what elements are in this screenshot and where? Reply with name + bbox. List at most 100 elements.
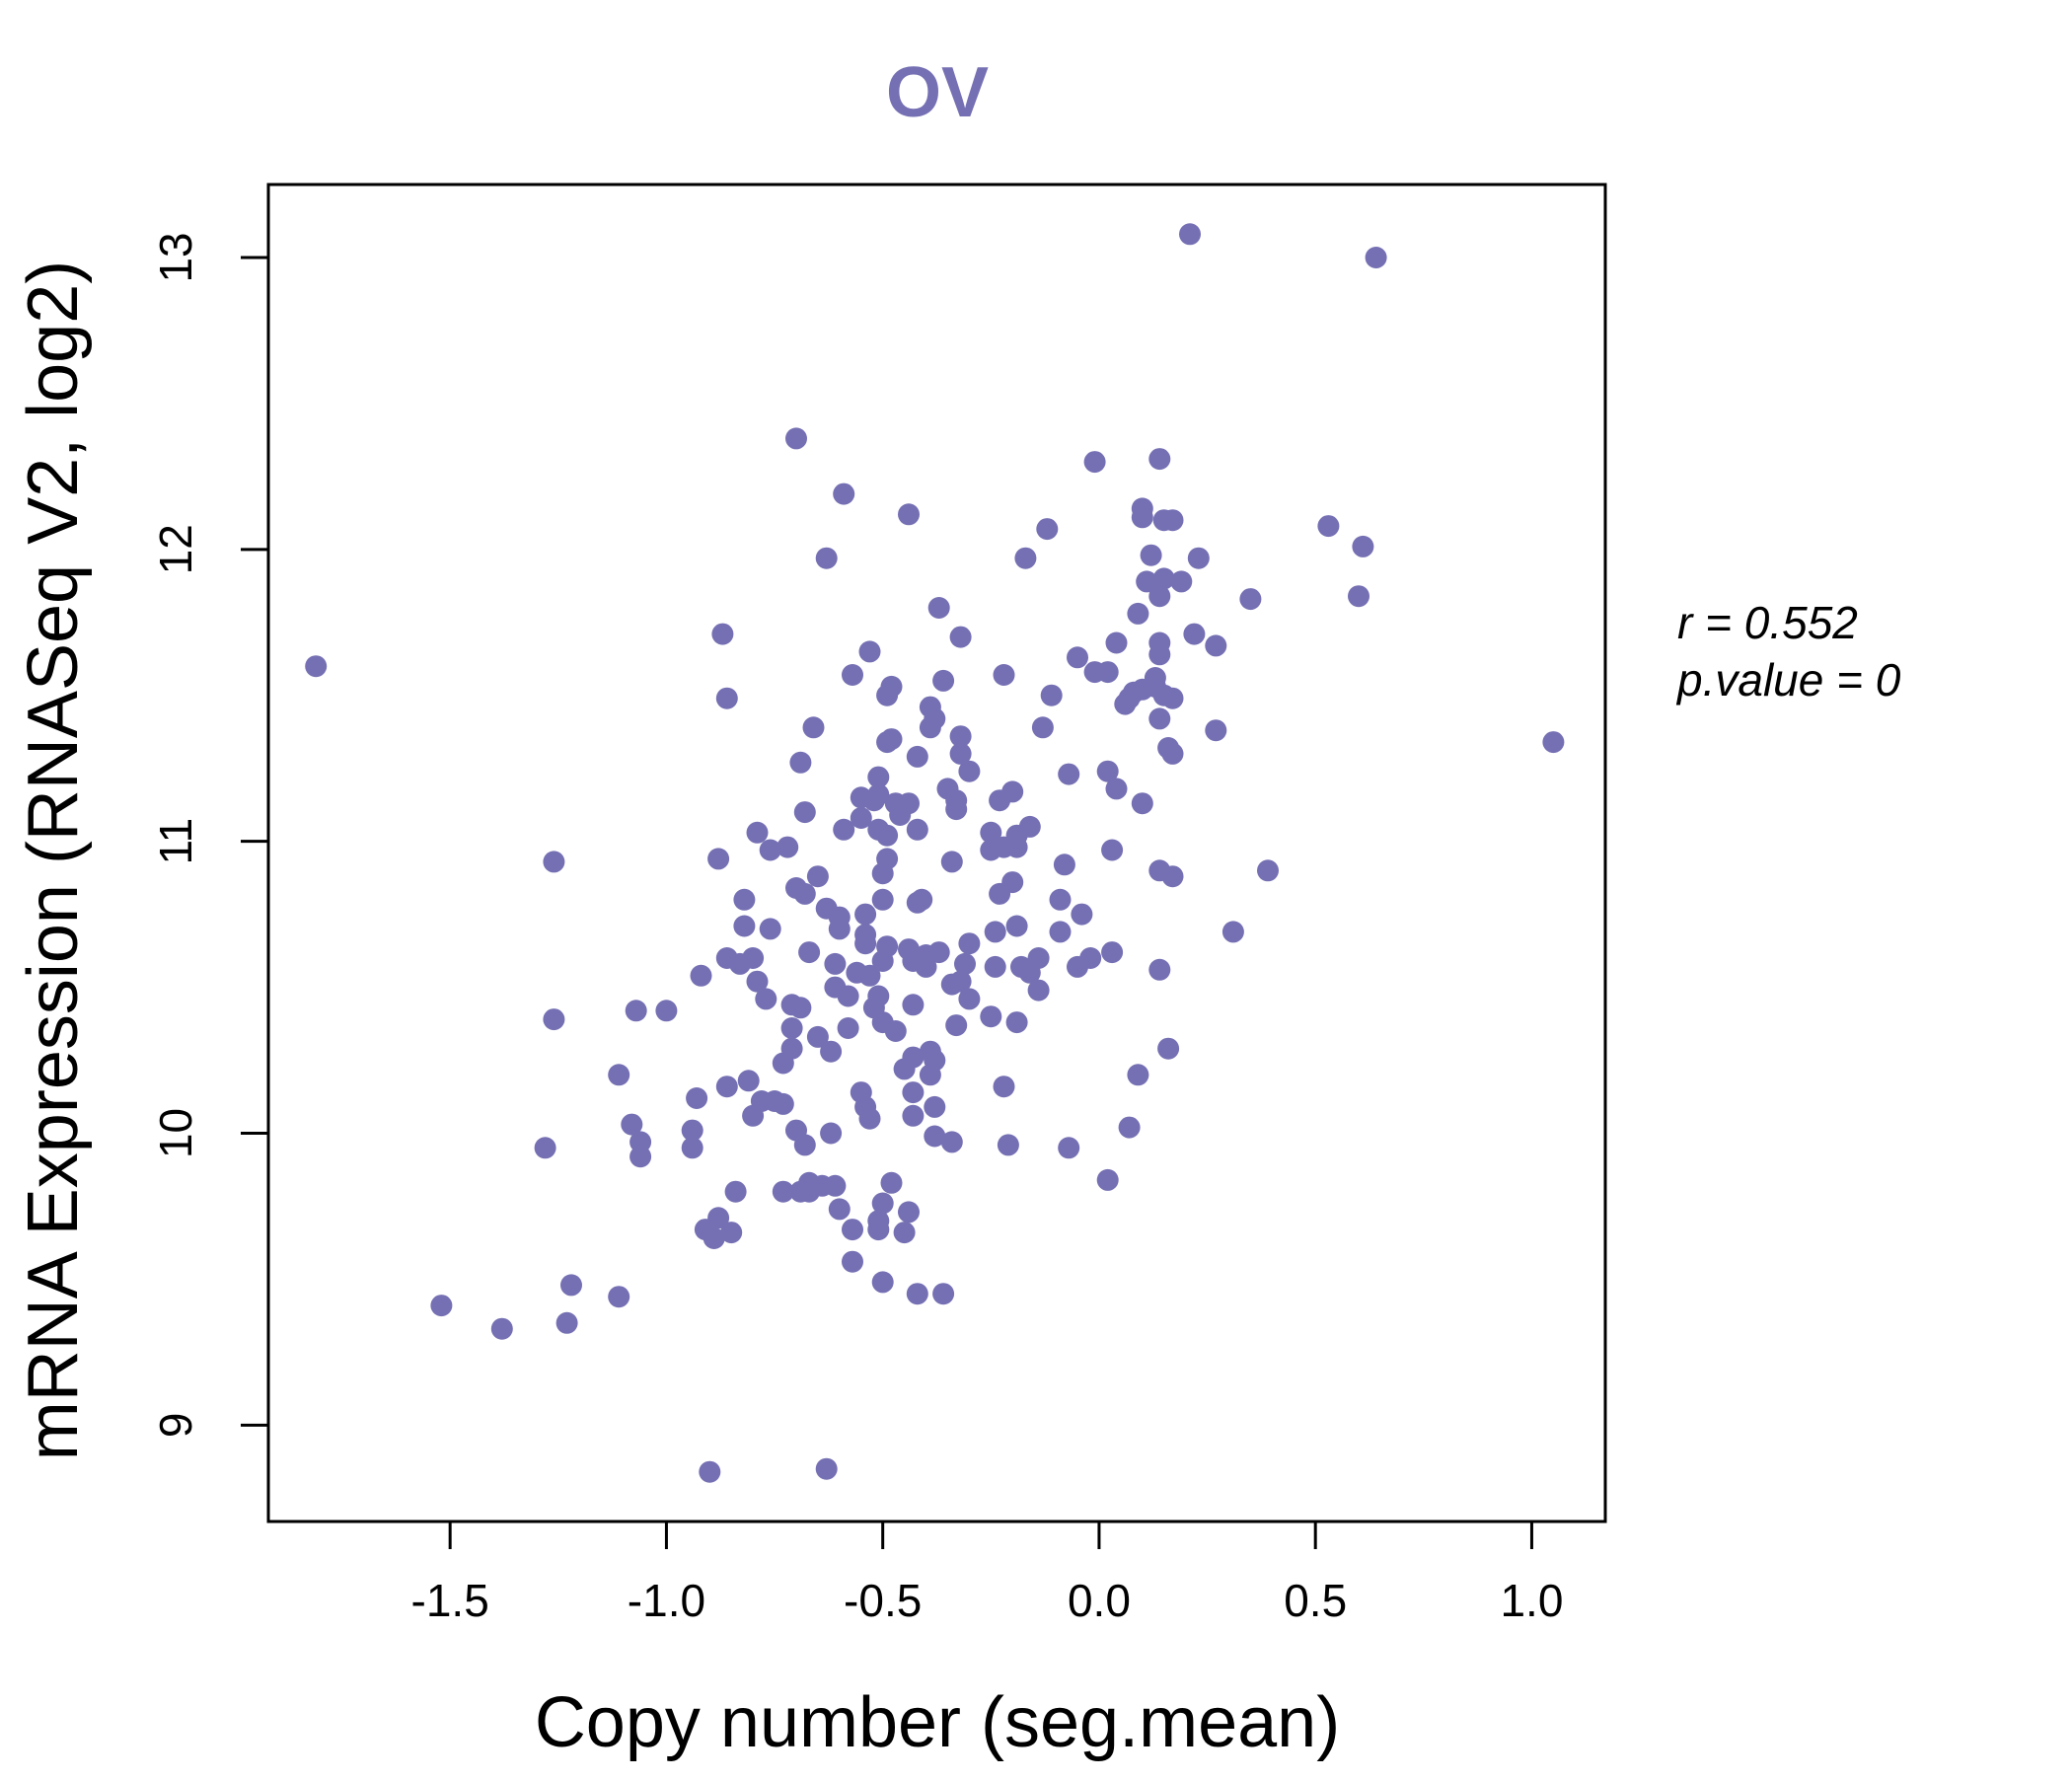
data-point (893, 1222, 916, 1244)
data-point (1140, 544, 1162, 566)
y-tick-label: 9 (150, 1413, 201, 1439)
y-axis: 9 10 11 12 13 (150, 232, 270, 1439)
data-point (993, 1076, 1015, 1098)
data-point (742, 947, 765, 969)
data-point (1096, 1168, 1119, 1191)
data-point (854, 932, 877, 955)
y-tick-label: 10 (150, 1108, 201, 1158)
x-tick-label: -0.5 (844, 1575, 922, 1626)
data-point (1105, 778, 1128, 800)
data-point (997, 1134, 1019, 1156)
data-point (305, 655, 328, 678)
data-point (850, 807, 872, 829)
data-point (1040, 684, 1063, 706)
data-point (980, 1005, 1002, 1028)
data-point (867, 766, 890, 788)
data-point (1127, 1064, 1149, 1086)
data-point (1101, 839, 1124, 861)
data-point (1152, 567, 1175, 590)
data-point (876, 848, 899, 870)
data-point (608, 1286, 630, 1308)
data-point (1157, 1037, 1180, 1060)
x-axis: -1.5 -1.0 -0.5 0.0 0.5 1.0 (411, 1520, 1563, 1626)
data-point (625, 1000, 647, 1022)
data-point (927, 941, 950, 964)
data-point (1205, 634, 1227, 657)
data-point (806, 1025, 829, 1048)
data-point (1239, 588, 1262, 611)
data-point (1183, 623, 1206, 645)
data-point (902, 1081, 925, 1104)
x-tick-label: 0.5 (1284, 1575, 1347, 1626)
data-point (958, 988, 981, 1010)
data-point (1083, 451, 1106, 474)
x-tick-label: -1.0 (628, 1575, 705, 1626)
data-point (837, 985, 859, 1007)
data-point (759, 918, 781, 940)
data-point (772, 1180, 794, 1203)
data-point (534, 1137, 556, 1159)
data-point (1148, 958, 1171, 981)
data-point (1014, 547, 1037, 569)
data-point (1161, 865, 1184, 888)
data-point (940, 1131, 963, 1153)
data-point (876, 935, 899, 958)
data-point (815, 547, 838, 569)
data-point (1001, 780, 1024, 803)
data-point (1161, 509, 1184, 532)
data-point (1179, 223, 1201, 246)
data-point (1036, 518, 1059, 541)
data-point (828, 918, 851, 940)
y-axis-label: mRNA Expression (RNASeq V2, log2) (14, 260, 93, 1460)
data-point (824, 1174, 847, 1197)
data-point (1118, 1116, 1141, 1139)
data-point (898, 503, 920, 526)
data-point (1031, 716, 1054, 739)
data-point (681, 1137, 703, 1159)
data-point (802, 716, 825, 739)
data-point (789, 997, 812, 1019)
data-point (621, 1113, 643, 1136)
data-point (1317, 515, 1340, 538)
data-point (906, 745, 928, 768)
x-axis-label: Copy number (seg.mean) (535, 1683, 1340, 1762)
data-point (793, 882, 816, 905)
data-point (1205, 719, 1227, 742)
data-point (949, 626, 972, 648)
data-point (1049, 888, 1072, 911)
data-point (902, 994, 925, 1016)
data-point (980, 821, 1002, 844)
data-point (1161, 742, 1184, 765)
data-point (1027, 947, 1050, 969)
data-point (858, 1107, 881, 1130)
data-point (1096, 760, 1119, 782)
data-point (1049, 921, 1072, 943)
data-point (867, 1210, 890, 1232)
data-point (777, 836, 799, 858)
data-point (915, 955, 937, 978)
data-point (655, 1000, 678, 1022)
data-point (1148, 585, 1171, 608)
data-point (490, 1317, 513, 1340)
data-point (699, 1460, 721, 1483)
data-point (1542, 731, 1565, 754)
data-point (945, 789, 968, 812)
data-point (906, 1283, 928, 1305)
data-point (924, 707, 946, 730)
data-point (867, 985, 890, 1007)
p-value-annotation: p.value = 0 (1675, 654, 1901, 705)
plot-frame (266, 183, 1607, 1523)
data-point (958, 932, 981, 955)
data-point (1101, 941, 1124, 964)
data-point (949, 725, 972, 748)
data-point (1005, 915, 1028, 937)
data-point (945, 1014, 968, 1037)
data-point (1348, 585, 1369, 608)
data-point (1001, 871, 1024, 894)
data-point (707, 848, 730, 870)
data-point (1127, 602, 1149, 625)
data-point (932, 669, 955, 692)
data-point (902, 1046, 925, 1069)
data-point (1131, 792, 1153, 815)
